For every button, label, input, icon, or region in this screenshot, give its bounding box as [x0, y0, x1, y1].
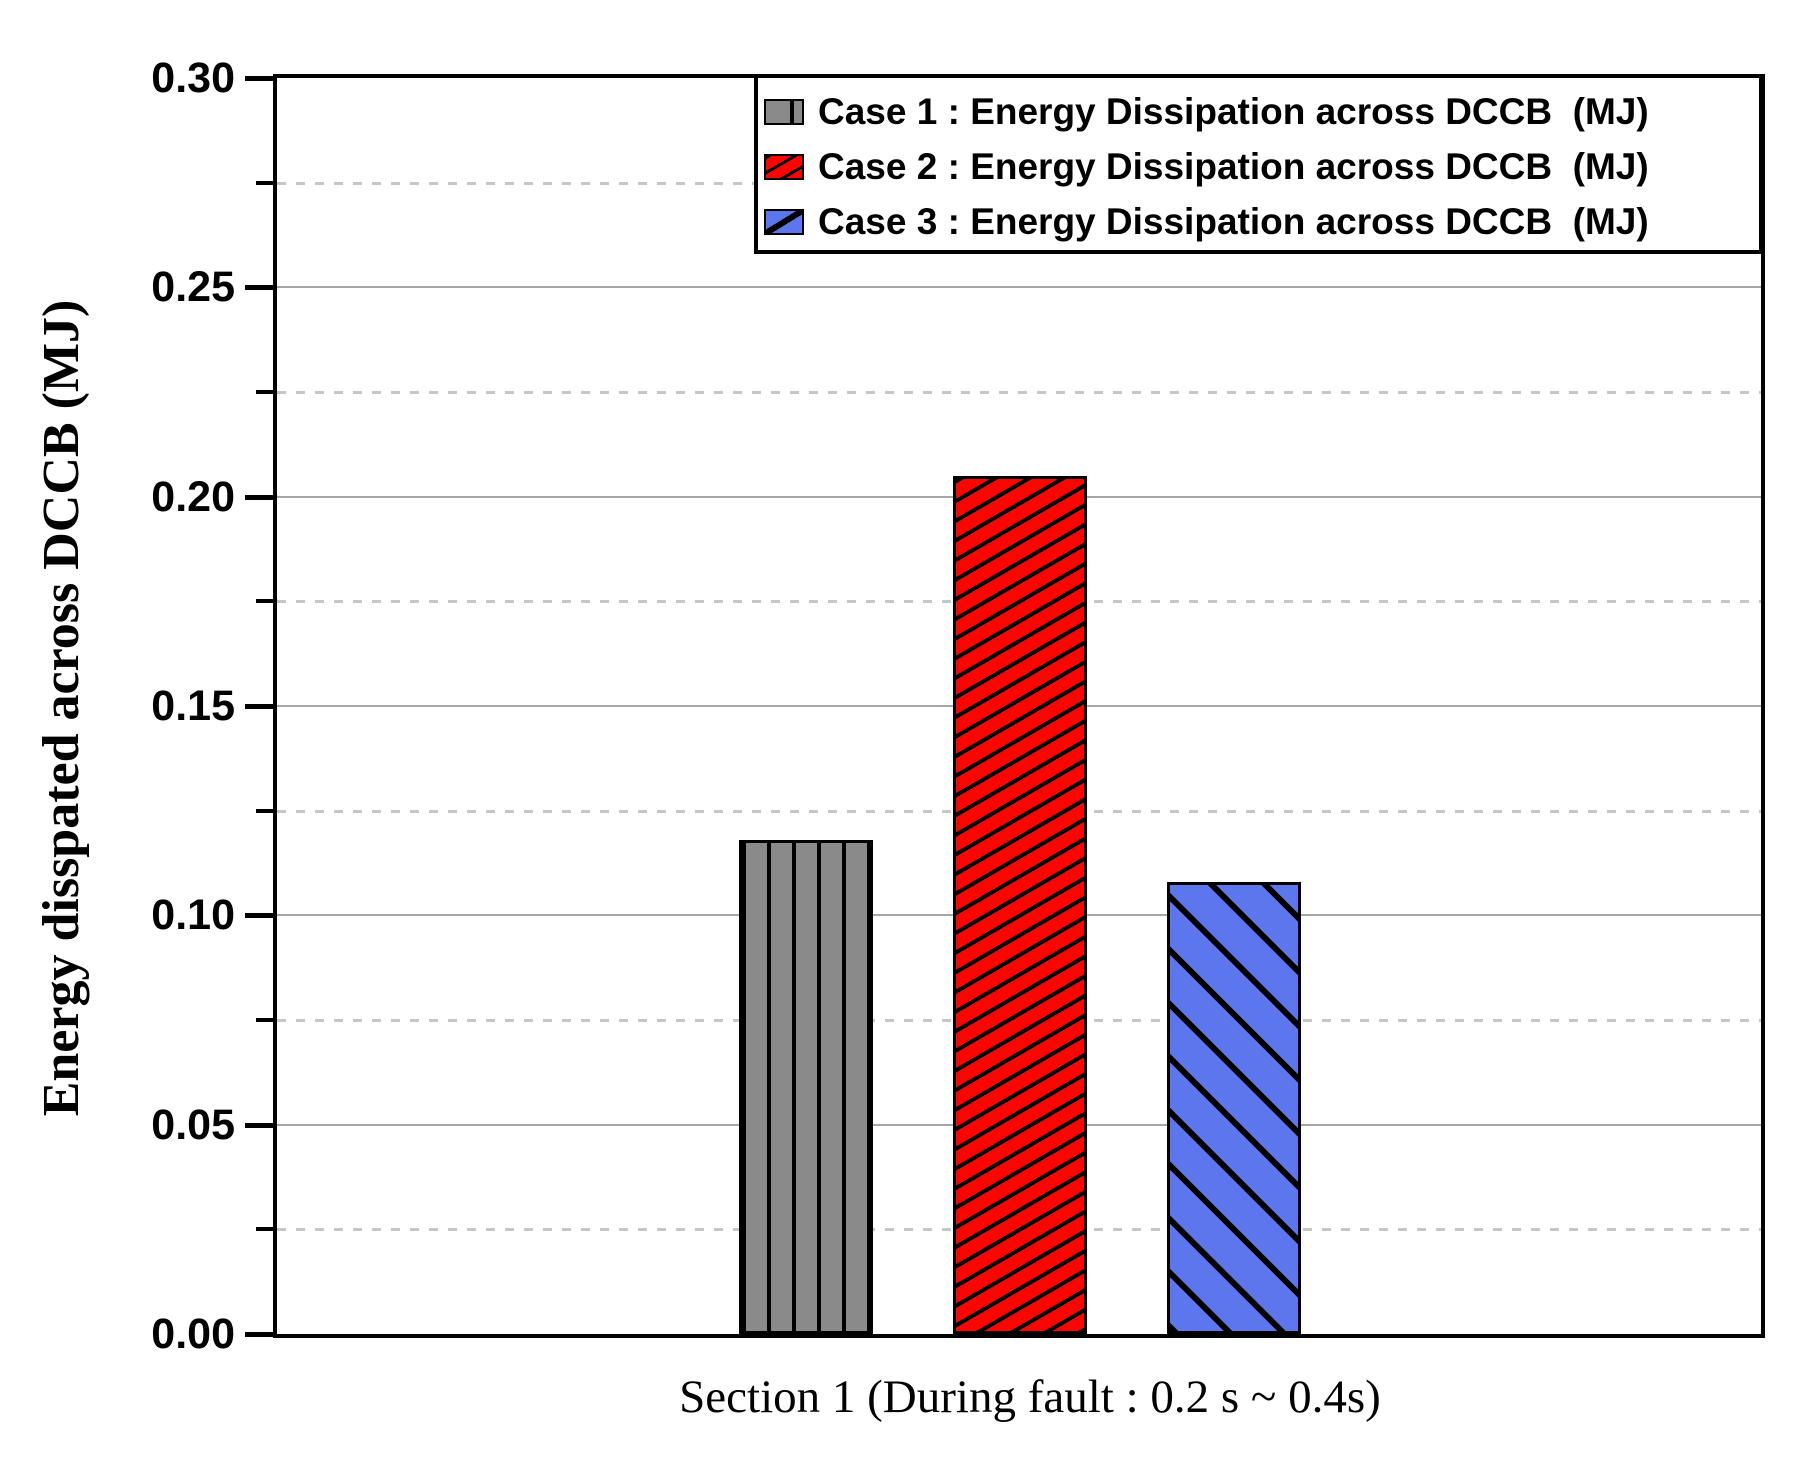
legend-swatch-case-1-icon [764, 98, 804, 125]
x-axis-title: Section 1 (During fault : 0.2 s ~ 0.4s) [679, 1371, 1381, 1423]
bar-case-2 [953, 476, 1087, 1334]
legend-swatch-case-3-icon [764, 208, 804, 235]
y-axis-major-tick [245, 1122, 273, 1128]
y-tick-label: 0.05 [151, 1100, 235, 1149]
legend-label-case-3: Case 3 : Energy Dissipation across DCCB … [818, 201, 1649, 242]
legend: Case 1 : Energy Dissipation across DCCB … [754, 74, 1763, 254]
y-axis-minor-tick [256, 1227, 273, 1232]
y-axis-minor-tick [256, 599, 273, 604]
bar-case-3 [1167, 882, 1301, 1334]
gridline-major [277, 286, 1761, 289]
gridline-minor [277, 391, 1761, 394]
y-tick-label: 0.10 [151, 891, 235, 940]
y-tick-label: 0.25 [151, 263, 235, 312]
y-tick-label: 0.00 [151, 1310, 235, 1358]
y-axis-major-tick [245, 1332, 273, 1337]
y-axis-major-tick [245, 913, 273, 919]
legend-label-case-1: Case 1 : Energy Dissipation across DCCB … [818, 91, 1649, 132]
legend-row-case-1: Case 1 : Energy Dissipation across DCCB … [764, 84, 1759, 139]
plot-area [273, 74, 1765, 1338]
y-axis-major-tick [245, 494, 273, 500]
y-axis-minor-tick [256, 1018, 273, 1022]
y-tick-label: 0.30 [151, 54, 235, 102]
y-axis-major-tick [245, 285, 273, 291]
y-axis-major-tick [245, 704, 273, 709]
y-axis-minor-tick [256, 390, 273, 394]
y-tick-label: 0.15 [151, 682, 235, 730]
y-tick-label: 0.20 [151, 472, 235, 521]
y-axis-minor-tick [256, 808, 273, 813]
y-axis-minor-tick [256, 180, 273, 185]
legend-row-case-3: Case 3 : Energy Dissipation across DCCB … [764, 194, 1759, 249]
legend-label-case-2: Case 2 : Energy Dissipation across DCCB … [818, 146, 1649, 187]
bar-case-1 [739, 840, 873, 1334]
y-axis-major-tick [245, 76, 273, 81]
legend-swatch-case-2-icon [764, 153, 804, 180]
legend-row-case-2: Case 2 : Energy Dissipation across DCCB … [764, 139, 1759, 194]
